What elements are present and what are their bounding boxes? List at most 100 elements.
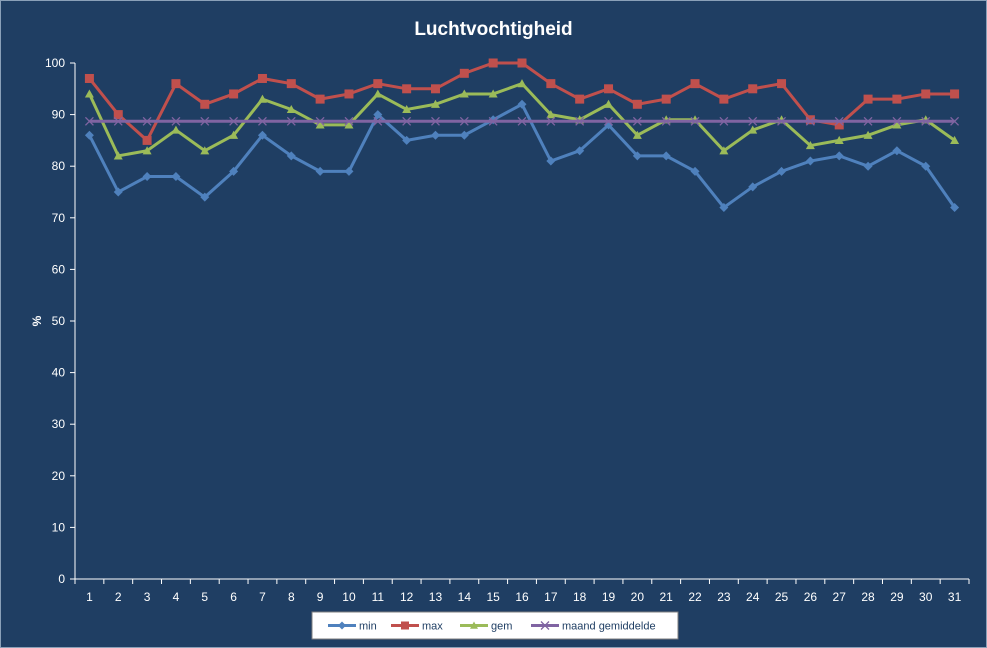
data-point <box>470 621 478 629</box>
data-point <box>604 84 614 94</box>
x-tick-label: 13 <box>429 590 443 604</box>
data-point <box>517 116 527 126</box>
data-point <box>344 89 354 99</box>
data-point <box>834 135 844 144</box>
data-point <box>373 116 383 126</box>
x-tick-label: 10 <box>342 590 356 604</box>
data-point <box>488 58 498 68</box>
data-point <box>632 116 642 126</box>
x-tick-label: 17 <box>544 590 558 604</box>
data-point <box>950 202 960 212</box>
data-point <box>719 116 729 126</box>
data-point <box>488 116 498 126</box>
data-point <box>430 130 440 140</box>
x-tick-label: 29 <box>890 590 904 604</box>
data-point <box>921 161 931 171</box>
data-point <box>229 130 239 139</box>
data-point <box>632 130 642 139</box>
data-point <box>113 187 123 197</box>
data-point <box>402 135 412 145</box>
data-point <box>661 94 671 104</box>
data-point <box>257 73 267 83</box>
y-tick-label: 10 <box>52 520 66 534</box>
x-tick-label: 26 <box>804 590 818 604</box>
data-point <box>863 116 873 126</box>
data-point <box>892 94 902 104</box>
data-point <box>863 161 873 171</box>
data-point <box>200 146 210 155</box>
data-point <box>805 116 815 126</box>
series-line-gem <box>88 81 956 158</box>
data-point <box>200 99 210 109</box>
data-point <box>777 116 787 126</box>
data-point <box>459 68 469 78</box>
data-point <box>690 116 700 126</box>
y-axis-label: % <box>30 315 44 326</box>
data-point <box>338 621 346 630</box>
data-point <box>286 151 296 161</box>
x-tick-label: 23 <box>717 590 731 604</box>
x-tick-label: 27 <box>833 590 847 604</box>
data-point <box>488 89 498 98</box>
y-tick-label: 60 <box>52 262 66 276</box>
x-tick-label: 16 <box>515 590 529 604</box>
y-tick-label: 100 <box>45 56 65 70</box>
data-point <box>517 99 527 109</box>
chart-title: Luchtvochtigheid <box>414 19 573 40</box>
data-point <box>257 94 267 103</box>
data-point <box>229 116 239 126</box>
data-point <box>546 110 556 119</box>
data-point <box>113 110 123 120</box>
data-point <box>834 116 844 126</box>
legend-label: min <box>359 621 377 633</box>
data-point <box>690 79 700 89</box>
data-point <box>402 84 412 94</box>
x-tick-label: 5 <box>201 590 208 604</box>
data-point <box>748 125 758 134</box>
data-point <box>546 156 556 166</box>
data-point <box>719 202 729 212</box>
data-point <box>540 621 550 630</box>
legend <box>311 611 679 640</box>
data-point <box>748 84 758 94</box>
data-point <box>431 116 440 126</box>
data-point <box>315 116 325 126</box>
x-tick-label: 2 <box>115 590 122 604</box>
data-point <box>921 89 931 99</box>
x-tick-label: 18 <box>573 590 587 604</box>
data-point <box>863 94 873 104</box>
data-point <box>777 79 787 89</box>
x-tick-label: 1 <box>86 590 93 604</box>
data-point <box>229 89 239 99</box>
data-point <box>142 116 152 126</box>
data-point <box>286 104 296 114</box>
data-point <box>546 79 556 89</box>
data-point <box>171 172 181 182</box>
y-tick-label: 80 <box>52 159 66 173</box>
data-point <box>805 115 815 125</box>
data-point <box>113 151 123 160</box>
data-point <box>286 116 296 126</box>
y-tick-label: 30 <box>52 417 66 431</box>
data-point <box>84 73 94 83</box>
x-tick-label: 9 <box>317 590 324 604</box>
data-point <box>402 116 412 126</box>
data-point <box>690 166 700 176</box>
data-point <box>286 79 296 89</box>
data-point <box>373 110 383 120</box>
data-point <box>834 120 844 130</box>
data-point <box>632 99 642 109</box>
data-point <box>459 130 469 140</box>
series-line-min <box>88 102 956 210</box>
data-point <box>84 130 94 140</box>
x-tick-label: 3 <box>144 590 151 604</box>
x-tick-label: 11 <box>372 590 385 604</box>
y-tick-label: 70 <box>52 211 66 225</box>
data-point <box>575 146 585 156</box>
data-point <box>315 120 325 129</box>
data-point <box>430 99 440 108</box>
data-point <box>430 84 440 94</box>
data-point <box>459 89 469 98</box>
